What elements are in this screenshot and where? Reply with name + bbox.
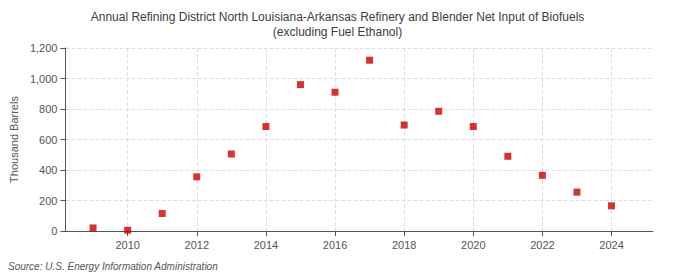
svg-text:2010: 2010 — [115, 239, 139, 251]
svg-text:800: 800 — [39, 103, 57, 115]
svg-text:400: 400 — [39, 164, 57, 176]
svg-text:1,000: 1,000 — [30, 73, 58, 85]
svg-text:(excluding Fuel Ethanol): (excluding Fuel Ethanol) — [273, 25, 402, 39]
svg-text:2022: 2022 — [530, 239, 554, 251]
svg-text:2012: 2012 — [185, 239, 209, 251]
svg-text:Source: U.S. Energy Informatio: Source: U.S. Energy Information Administ… — [8, 261, 218, 272]
svg-text:2018: 2018 — [392, 239, 416, 251]
svg-text:200: 200 — [39, 195, 57, 207]
svg-text:1,200: 1,200 — [30, 42, 58, 54]
svg-text:Thousand Barrels: Thousand Barrels — [8, 96, 20, 183]
svg-text:600: 600 — [39, 134, 57, 146]
svg-text:Annual Refining District North: Annual Refining District North Louisiana… — [91, 10, 585, 24]
svg-text:2020: 2020 — [461, 239, 485, 251]
svg-text:2016: 2016 — [323, 239, 347, 251]
svg-text:0: 0 — [51, 225, 57, 237]
svg-text:2014: 2014 — [254, 239, 278, 251]
svg-text:2024: 2024 — [599, 239, 623, 251]
